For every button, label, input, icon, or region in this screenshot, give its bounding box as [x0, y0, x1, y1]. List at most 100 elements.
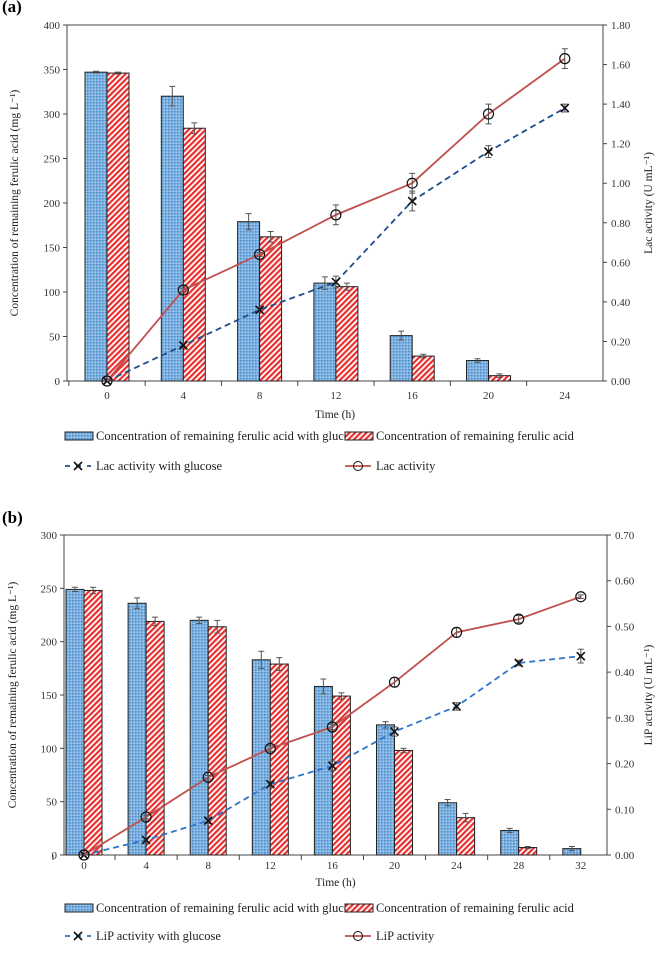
- circle-marker: [101, 375, 113, 387]
- x-marker: [327, 761, 337, 771]
- y2-tick-label: 0.30: [615, 713, 635, 725]
- y2-tick-label: 0.00: [615, 850, 635, 862]
- legend-label: LiP activity: [376, 929, 435, 943]
- bar-without-glucose: [411, 355, 435, 382]
- circle-marker: [140, 811, 152, 823]
- y2-tick-label: 0.00: [611, 376, 631, 388]
- bar-error-bar: [72, 586, 78, 593]
- y2-axis-title: LiP activity (U mL⁻¹): [643, 644, 655, 745]
- circle-marker: [406, 177, 418, 189]
- bar-error-bar: [444, 799, 451, 807]
- bar-with-glucose: [376, 724, 395, 856]
- bar-error-bar: [245, 213, 252, 231]
- legend-swatch: [344, 431, 374, 441]
- x-marker: [560, 103, 570, 113]
- y-tick-label: 200: [44, 198, 61, 210]
- bar-with-glucose: [84, 71, 108, 382]
- bar-error-bar: [169, 85, 176, 107]
- x-axis-title: Time (h): [315, 877, 355, 889]
- bar-with-glucose: [389, 335, 413, 382]
- x-marker: [255, 305, 265, 315]
- y-tick-label: 150: [41, 690, 58, 702]
- bar-without-glucose: [106, 72, 130, 382]
- point-error-bar: [332, 204, 339, 226]
- point-error-bar: [143, 814, 150, 820]
- circle-marker: [202, 771, 214, 783]
- point-error-bar: [329, 723, 336, 731]
- bar-error-bar: [474, 358, 481, 363]
- bar-without-glucose: [145, 620, 165, 856]
- circle-marker: [326, 721, 338, 733]
- bar-with-glucose: [160, 95, 184, 382]
- bar-error-bar: [506, 827, 513, 834]
- panel-b: (b)0501001502002503000.000.100.200.300.4…: [2, 508, 655, 943]
- circle-marker: [254, 248, 266, 261]
- y-axis-title: Concentration of remaining ferulic acid …: [7, 582, 19, 809]
- x-tick-label: 16: [327, 860, 339, 872]
- circle-marker: [482, 108, 495, 120]
- x-tick-label: 20: [483, 390, 495, 402]
- point-error-bar: [485, 103, 492, 125]
- y2-tick-label: 1.20: [611, 139, 631, 151]
- bar-without-glucose: [83, 589, 103, 856]
- y-tick-label: 200: [41, 637, 58, 649]
- y2-tick-label: 1.40: [611, 99, 631, 111]
- x-marker: [265, 779, 275, 789]
- x-tick-label: 0: [81, 860, 87, 872]
- x-tick-label: 32: [575, 860, 586, 872]
- legend-label: Concentration of remaining ferulic acid …: [96, 429, 361, 443]
- y-tick-label: 150: [44, 243, 61, 255]
- bar-error-bar: [152, 616, 159, 627]
- y-tick-label: 50: [49, 332, 61, 344]
- y-tick-label: 250: [41, 583, 58, 595]
- bar-with-glucose: [500, 829, 520, 856]
- legend-label: Lac activity with glucose: [96, 459, 222, 473]
- circle-marker: [264, 742, 276, 755]
- circle-marker: [559, 53, 571, 65]
- y2-tick-label: 1.00: [611, 178, 631, 190]
- y-tick-label: 100: [44, 287, 61, 299]
- x-tick-label: 8: [205, 860, 211, 872]
- y2-axis-title: Lac activity (U mL⁻¹): [643, 152, 655, 254]
- y2-tick-label: 0.60: [611, 257, 631, 269]
- y-tick-label: 400: [44, 20, 61, 32]
- bar-error-bar: [115, 71, 121, 75]
- circle-marker: [513, 613, 525, 625]
- bar-error-bar: [320, 678, 327, 695]
- panel-a: (a)0501001502002503003504000.000.200.400…: [2, 0, 655, 473]
- panel-label: (a): [2, 0, 22, 16]
- y-tick-label: 50: [46, 797, 58, 809]
- x-tick-label: 0: [104, 390, 110, 402]
- point-error-bar: [180, 287, 187, 293]
- x-tick-label: 16: [407, 390, 419, 402]
- x-marker: [483, 147, 494, 157]
- y2-tick-label: 1.60: [611, 60, 631, 72]
- x-tick-label: 4: [143, 860, 149, 872]
- x-tick-label: 20: [389, 860, 401, 872]
- point-error-bar: [561, 48, 568, 70]
- point-error-bar: [256, 251, 263, 257]
- legend-label: LiP activity with glucose: [96, 929, 221, 943]
- legend-label: Concentration of remaining ferulic acid: [376, 429, 575, 443]
- circle-marker: [78, 849, 90, 861]
- bar-without-glucose: [269, 663, 289, 856]
- bar-error-bar: [90, 586, 96, 595]
- circle-marker: [330, 209, 342, 221]
- bar-with-glucose: [189, 619, 209, 856]
- bar-error-bar: [93, 70, 99, 74]
- x-tick-label: 4: [181, 390, 187, 402]
- bar-with-glucose: [237, 221, 261, 382]
- y-tick-label: 300: [41, 530, 58, 542]
- y2-tick-label: 0.40: [615, 667, 635, 679]
- bar-error-bar: [496, 373, 503, 378]
- y2-tick-label: 0.80: [611, 218, 631, 230]
- bar-without-glucose: [207, 626, 227, 856]
- point-error-bar: [205, 774, 212, 780]
- x-tick-label: 24: [451, 860, 463, 872]
- legend-circle-marker: [353, 931, 363, 941]
- legend-x-marker: [73, 931, 83, 941]
- bar-error-bar: [462, 812, 469, 823]
- bar-error-bar: [191, 122, 198, 135]
- x-tick-label: 28: [513, 860, 525, 872]
- x-axis-title: Time (h): [315, 409, 355, 421]
